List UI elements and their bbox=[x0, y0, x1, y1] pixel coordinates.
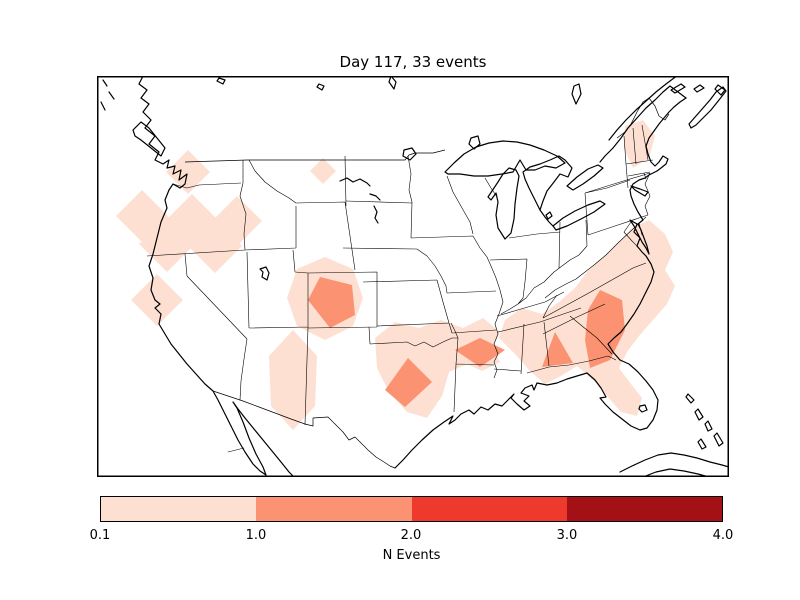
coastlines bbox=[100, 76, 729, 477]
map-frame bbox=[97, 76, 729, 477]
pacific-coast bbox=[138, 76, 295, 477]
contour-level-1-2 bbox=[308, 277, 625, 407]
colorbar-tick-2: 2.0 bbox=[400, 528, 422, 543]
state-borders bbox=[146, 124, 654, 426]
gulf-atlantic-coast bbox=[394, 189, 659, 469]
bahamas bbox=[685, 393, 724, 450]
small-lakes bbox=[216, 76, 648, 413]
colorbar-tick-0: 0.1 bbox=[89, 528, 111, 543]
colorbar-label: N Events bbox=[382, 548, 441, 563]
lake-erie bbox=[545, 200, 606, 231]
cuba bbox=[619, 452, 729, 477]
lake-ontario bbox=[566, 164, 604, 191]
us-events-map bbox=[97, 76, 729, 477]
lake-michigan bbox=[487, 167, 520, 240]
nova-scotia bbox=[688, 84, 727, 129]
lake-huron bbox=[522, 155, 573, 227]
colorbar-tick-1: 1.0 bbox=[245, 528, 267, 543]
vancouver-island bbox=[100, 79, 166, 157]
lake-superior bbox=[444, 140, 566, 177]
colorbar-segment-2 bbox=[256, 497, 412, 521]
st-lawrence bbox=[599, 76, 687, 163]
plot-title: Day 117, 33 events bbox=[339, 53, 487, 71]
colorbar-segment-1 bbox=[101, 497, 257, 521]
long-island bbox=[630, 185, 649, 197]
colorbar bbox=[100, 496, 723, 522]
colorbar-tick-3: 3.0 bbox=[556, 528, 578, 543]
northeast-coast bbox=[629, 97, 687, 191]
baja-state-line bbox=[227, 447, 245, 453]
colorbar-segment-3 bbox=[411, 497, 567, 521]
colorbar-tick-4: 4.0 bbox=[712, 528, 734, 543]
colorbar-segment-4 bbox=[566, 497, 722, 521]
